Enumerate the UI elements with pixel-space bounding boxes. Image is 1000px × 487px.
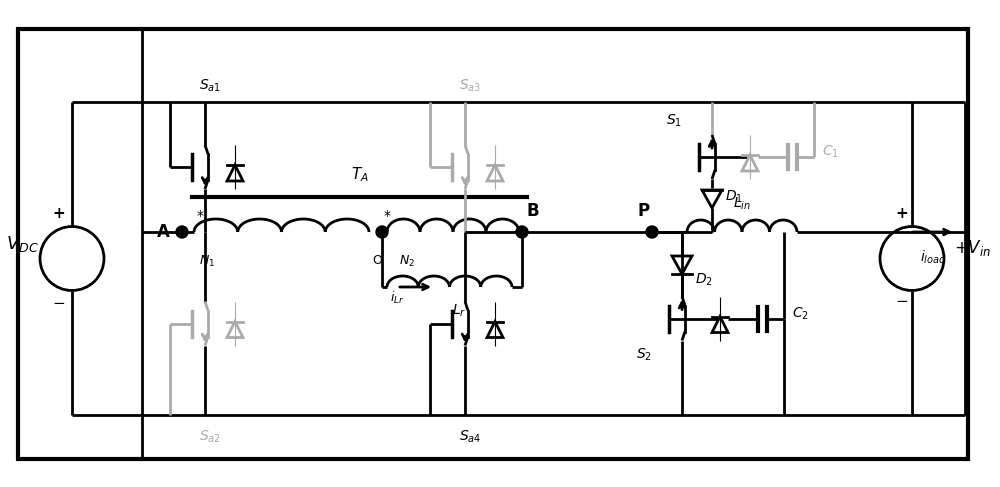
Circle shape [646, 226, 658, 238]
Text: *: * [196, 209, 204, 223]
Text: $L_{in}$: $L_{in}$ [733, 196, 751, 212]
Text: $S_{a3}$: $S_{a3}$ [459, 77, 481, 94]
Text: $S_{a2}$: $S_{a2}$ [199, 429, 221, 446]
Text: A: A [157, 223, 170, 241]
Circle shape [516, 226, 528, 238]
Text: $S_2$: $S_2$ [636, 346, 652, 363]
Bar [18, 29, 968, 459]
Text: $D_2$: $D_2$ [695, 272, 713, 288]
Circle shape [376, 226, 388, 238]
Text: *: * [383, 209, 390, 223]
Text: −: − [896, 294, 908, 308]
Text: $C_2$: $C_2$ [792, 305, 809, 322]
Text: −: − [53, 296, 65, 311]
Text: $S_{a1}$: $S_{a1}$ [199, 77, 221, 94]
Text: $S_{a4}$: $S_{a4}$ [459, 429, 481, 446]
Text: +: + [896, 206, 908, 221]
Text: $i_{load}$: $i_{load}$ [920, 249, 946, 266]
Text: $T_A$: $T_A$ [351, 165, 368, 184]
Text: $S_1$: $S_1$ [666, 112, 682, 129]
Text: $i_{Lr}$: $i_{Lr}$ [390, 290, 404, 306]
Circle shape [176, 226, 188, 238]
Text: $N_2$: $N_2$ [399, 254, 415, 269]
Text: $N_1$: $N_1$ [199, 254, 215, 269]
Text: $L_r$: $L_r$ [452, 303, 467, 319]
Text: O: O [372, 254, 382, 267]
Text: +: + [53, 206, 65, 221]
Text: $+V_{in}$: $+V_{in}$ [954, 239, 991, 259]
Text: $V_{DC}$: $V_{DC}$ [6, 233, 38, 254]
Text: $D_1$: $D_1$ [725, 189, 743, 205]
Text: $C_1$: $C_1$ [822, 144, 839, 160]
Text: B: B [527, 202, 540, 220]
Text: P: P [638, 202, 650, 220]
